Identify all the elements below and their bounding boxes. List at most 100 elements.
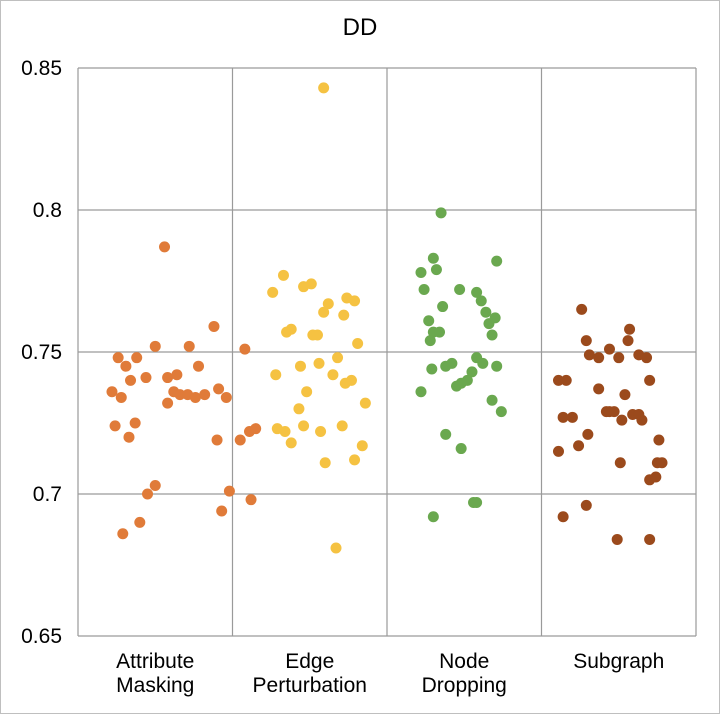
- y-tick-label: 0.8: [33, 199, 62, 222]
- data-point: [162, 397, 174, 409]
- data-point: [461, 374, 473, 386]
- data-point: [480, 306, 492, 318]
- data-point: [216, 505, 228, 517]
- data-point: [285, 437, 297, 449]
- data-point: [211, 434, 223, 446]
- data-point: [466, 366, 478, 378]
- data-point: [125, 374, 137, 386]
- y-tick-label: 0.65: [21, 625, 62, 648]
- y-tick-layer: 0.85 0.8 0.75 0.7 0.65: [21, 57, 62, 648]
- data-point: [491, 255, 503, 267]
- data-point: [424, 335, 436, 347]
- data-point: [451, 380, 463, 392]
- data-point: [435, 207, 447, 219]
- data-point: [332, 352, 344, 364]
- data-point: [234, 434, 246, 446]
- data-point: [208, 320, 220, 332]
- data-point: [301, 386, 313, 398]
- data-point: [336, 420, 348, 432]
- x-category-label-line: Attribute: [116, 650, 194, 673]
- data-point: [603, 343, 615, 355]
- data-point: [239, 343, 251, 355]
- data-point: [427, 252, 439, 264]
- data-point: [580, 335, 592, 347]
- data-point: [489, 312, 501, 324]
- y-tick-label: 0.85: [21, 57, 62, 80]
- data-point: [142, 488, 154, 500]
- point-layer: [106, 82, 668, 554]
- data-point: [608, 406, 620, 418]
- data-point: [437, 301, 449, 313]
- data-point: [270, 369, 282, 381]
- data-point: [454, 284, 466, 296]
- data-point: [576, 303, 588, 315]
- x-category-label-line: Subgraph: [573, 650, 664, 673]
- data-point: [557, 411, 569, 423]
- x-category-label-line: Node: [439, 650, 489, 673]
- data-point: [220, 391, 232, 403]
- data-point: [199, 389, 211, 401]
- data-point: [582, 428, 594, 440]
- data-point: [267, 286, 279, 298]
- data-point: [311, 329, 323, 341]
- data-point: [174, 389, 186, 401]
- data-point: [223, 485, 235, 497]
- data-point: [616, 414, 628, 426]
- data-point: [619, 389, 631, 401]
- x-category-label: Node Dropping: [422, 650, 507, 697]
- data-point: [149, 340, 161, 352]
- data-point: [112, 352, 124, 364]
- data-point: [427, 511, 439, 523]
- data-point: [633, 408, 645, 420]
- data-point: [644, 533, 656, 545]
- data-point: [159, 241, 171, 253]
- data-point: [426, 363, 438, 375]
- data-point: [486, 394, 498, 406]
- data-point: [611, 533, 623, 545]
- data-point: [293, 403, 305, 415]
- data-point: [131, 352, 143, 364]
- data-point: [140, 372, 152, 384]
- data-point: [600, 406, 612, 418]
- data-point: [477, 357, 489, 369]
- data-point: [294, 360, 306, 372]
- data-point: [475, 295, 487, 307]
- x-category-label: Edge Perturbation: [253, 650, 367, 697]
- data-point: [641, 352, 653, 364]
- data-point: [656, 457, 668, 469]
- category-label-layer: Attribute Masking Edge Perturbation Node Drop…: [116, 650, 664, 697]
- x-category-label-line: Masking: [116, 674, 194, 697]
- data-point: [330, 542, 342, 554]
- data-point: [356, 440, 368, 452]
- data-point: [560, 374, 572, 386]
- y-tick-label: 0.75: [21, 341, 62, 364]
- data-point: [430, 264, 442, 276]
- data-point: [446, 357, 458, 369]
- x-category-label-line: Dropping: [422, 674, 507, 697]
- data-point: [423, 315, 435, 327]
- data-point: [566, 411, 578, 423]
- data-point: [305, 278, 317, 290]
- data-point: [471, 497, 483, 509]
- x-category-label: Subgraph: [573, 650, 664, 673]
- y-tick-label: 0.7: [33, 483, 62, 506]
- data-point: [557, 511, 569, 523]
- data-point: [115, 391, 127, 403]
- data-point: [613, 352, 625, 364]
- data-point: [455, 443, 467, 455]
- data-point: [338, 309, 350, 321]
- data-point: [318, 82, 330, 94]
- data-point: [213, 383, 225, 395]
- data-point: [349, 295, 361, 307]
- data-point: [440, 428, 452, 440]
- data-point: [349, 454, 361, 466]
- data-point: [415, 266, 427, 278]
- data-point: [622, 335, 634, 347]
- data-point: [120, 360, 132, 372]
- data-point: [644, 374, 656, 386]
- data-point: [183, 340, 195, 352]
- data-point: [318, 306, 330, 318]
- data-point: [653, 434, 665, 446]
- data-point: [134, 516, 146, 528]
